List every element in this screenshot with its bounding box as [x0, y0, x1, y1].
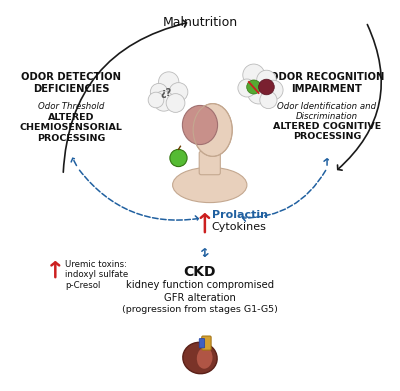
Ellipse shape	[248, 82, 270, 104]
Text: ALTERED COGNITIVE
PROCESSING: ALTERED COGNITIVE PROCESSING	[273, 122, 381, 142]
Circle shape	[170, 149, 187, 167]
Ellipse shape	[154, 91, 174, 111]
FancyBboxPatch shape	[199, 151, 220, 175]
Ellipse shape	[264, 80, 283, 100]
Ellipse shape	[169, 83, 188, 101]
FancyBboxPatch shape	[199, 339, 205, 348]
Ellipse shape	[243, 64, 265, 86]
FancyBboxPatch shape	[202, 336, 211, 350]
Ellipse shape	[197, 347, 212, 369]
Text: Odor Threshold: Odor Threshold	[38, 102, 104, 111]
Ellipse shape	[257, 70, 276, 90]
Ellipse shape	[193, 104, 232, 156]
Text: Uremic toxins:
indoxyl sulfate
p-Cresol: Uremic toxins: indoxyl sulfate p-Cresol	[65, 260, 128, 290]
Text: Malnutrition: Malnutrition	[162, 16, 238, 29]
Text: GFR alteration: GFR alteration	[164, 293, 236, 303]
Text: ALTERED
CHEMIOSENSORIAL
PROCESSING: ALTERED CHEMIOSENSORIAL PROCESSING	[20, 113, 122, 143]
Circle shape	[247, 80, 261, 94]
Ellipse shape	[182, 106, 218, 145]
Ellipse shape	[260, 91, 277, 109]
Ellipse shape	[238, 79, 256, 97]
Text: ODOR DETECTION
DEFICIENCIES: ODOR DETECTION DEFICIENCIES	[21, 72, 121, 93]
Ellipse shape	[183, 342, 217, 374]
Text: ODOR RECOGNITION
IMPAIRMENT: ODOR RECOGNITION IMPAIRMENT	[270, 72, 384, 93]
Text: Prolactin: Prolactin	[212, 210, 268, 220]
Text: Cytokines: Cytokines	[212, 222, 266, 232]
Ellipse shape	[166, 93, 185, 112]
Text: CKD: CKD	[184, 265, 216, 279]
Text: Odor Identification and
Discrimination: Odor Identification and Discrimination	[278, 102, 377, 121]
Ellipse shape	[173, 167, 247, 203]
Ellipse shape	[150, 83, 168, 100]
Text: ¿?: ¿?	[160, 88, 171, 98]
Circle shape	[259, 79, 274, 95]
Ellipse shape	[158, 72, 179, 92]
Text: (progression from stages G1-G5): (progression from stages G1-G5)	[122, 305, 278, 314]
Ellipse shape	[148, 92, 164, 108]
Text: kidney function compromised: kidney function compromised	[126, 280, 274, 290]
